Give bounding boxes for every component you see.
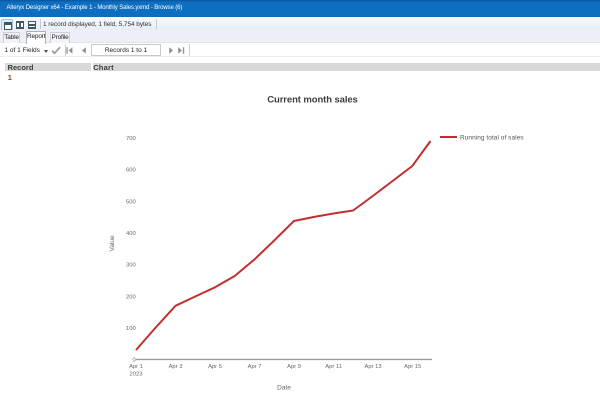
svg-text:Date: Date <box>277 384 291 391</box>
svg-text:Running total of sales: Running total of sales <box>460 134 524 141</box>
svg-text:600: 600 <box>126 168 136 174</box>
svg-text:Value: Value <box>109 235 116 252</box>
svg-text:Apr 1: Apr 1 <box>129 364 143 370</box>
svg-text:2023: 2023 <box>130 372 143 378</box>
svg-text:100: 100 <box>126 326 136 332</box>
svg-text:Apr 15: Apr 15 <box>404 364 421 370</box>
svg-text:500: 500 <box>126 199 136 205</box>
svg-text:300: 300 <box>126 263 136 269</box>
svg-text:Apr 7: Apr 7 <box>248 364 262 370</box>
svg-text:700: 700 <box>126 136 136 142</box>
svg-text:400: 400 <box>126 231 136 237</box>
svg-text:0: 0 <box>132 358 135 364</box>
svg-text:Current month sales: Current month sales <box>267 94 357 105</box>
svg-text:Apr 11: Apr 11 <box>325 364 342 370</box>
svg-text:Apr 9: Apr 9 <box>287 364 301 370</box>
svg-text:200: 200 <box>126 294 136 300</box>
svg-text:Apr 5: Apr 5 <box>208 364 222 370</box>
svg-text:Apr 3: Apr 3 <box>169 364 183 370</box>
svg-text:Apr 13: Apr 13 <box>365 364 382 370</box>
